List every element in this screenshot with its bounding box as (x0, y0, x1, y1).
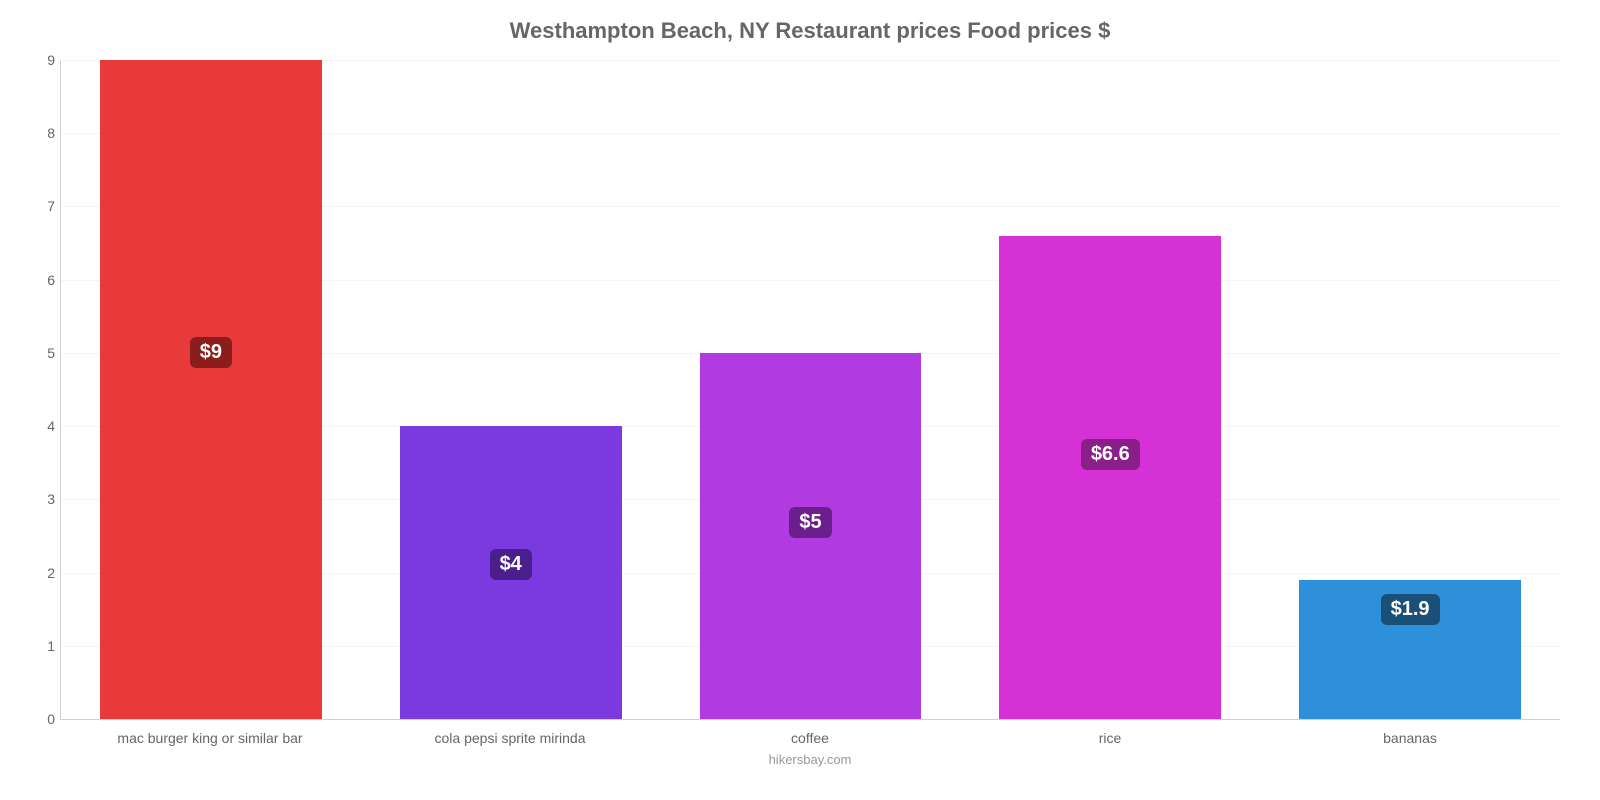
value-badge: $5 (789, 507, 831, 538)
value-badge: $4 (490, 549, 532, 580)
x-tick-label: cola pepsi sprite mirinda (360, 730, 660, 746)
value-badge: $1.9 (1381, 594, 1440, 625)
y-tick-label: 1 (31, 638, 55, 654)
bar: $1.9 (1299, 580, 1521, 719)
x-tick-label: bananas (1260, 730, 1560, 746)
x-axis-labels: mac burger king or similar barcola pepsi… (60, 730, 1560, 746)
y-tick-label: 0 (31, 711, 55, 727)
x-tick-label: coffee (660, 730, 960, 746)
value-badge: $6.6 (1081, 439, 1140, 470)
chart-title: Westhampton Beach, NY Restaurant prices … (60, 18, 1560, 44)
chart-credit: hikersbay.com (60, 752, 1560, 767)
bar-slot: $9 (61, 60, 361, 719)
y-tick-label: 8 (31, 125, 55, 141)
y-tick-label: 3 (31, 491, 55, 507)
bar-slot: $5 (661, 60, 961, 719)
price-bar-chart: Westhampton Beach, NY Restaurant prices … (0, 0, 1600, 800)
bars-group: $9 $4 $5 $6.6 $1.9 (61, 60, 1560, 719)
bar-slot: $4 (361, 60, 661, 719)
x-tick-label: rice (960, 730, 1260, 746)
y-tick-label: 2 (31, 565, 55, 581)
value-badge: $9 (190, 337, 232, 368)
plot-area: 0123456789 $9$4$5$6.6$1.9 (60, 60, 1560, 720)
y-tick-label: 4 (31, 418, 55, 434)
x-tick-label: mac burger king or similar bar (60, 730, 360, 746)
bar: $6.6 (999, 236, 1221, 719)
y-tick-label: 5 (31, 345, 55, 361)
bar: $9 (100, 60, 322, 719)
y-tick-label: 9 (31, 52, 55, 68)
bar-slot: $1.9 (1260, 60, 1560, 719)
bar: $4 (400, 426, 622, 719)
y-tick-label: 6 (31, 272, 55, 288)
bar: $5 (700, 353, 922, 719)
bar-slot: $6.6 (960, 60, 1260, 719)
y-tick-label: 7 (31, 198, 55, 214)
